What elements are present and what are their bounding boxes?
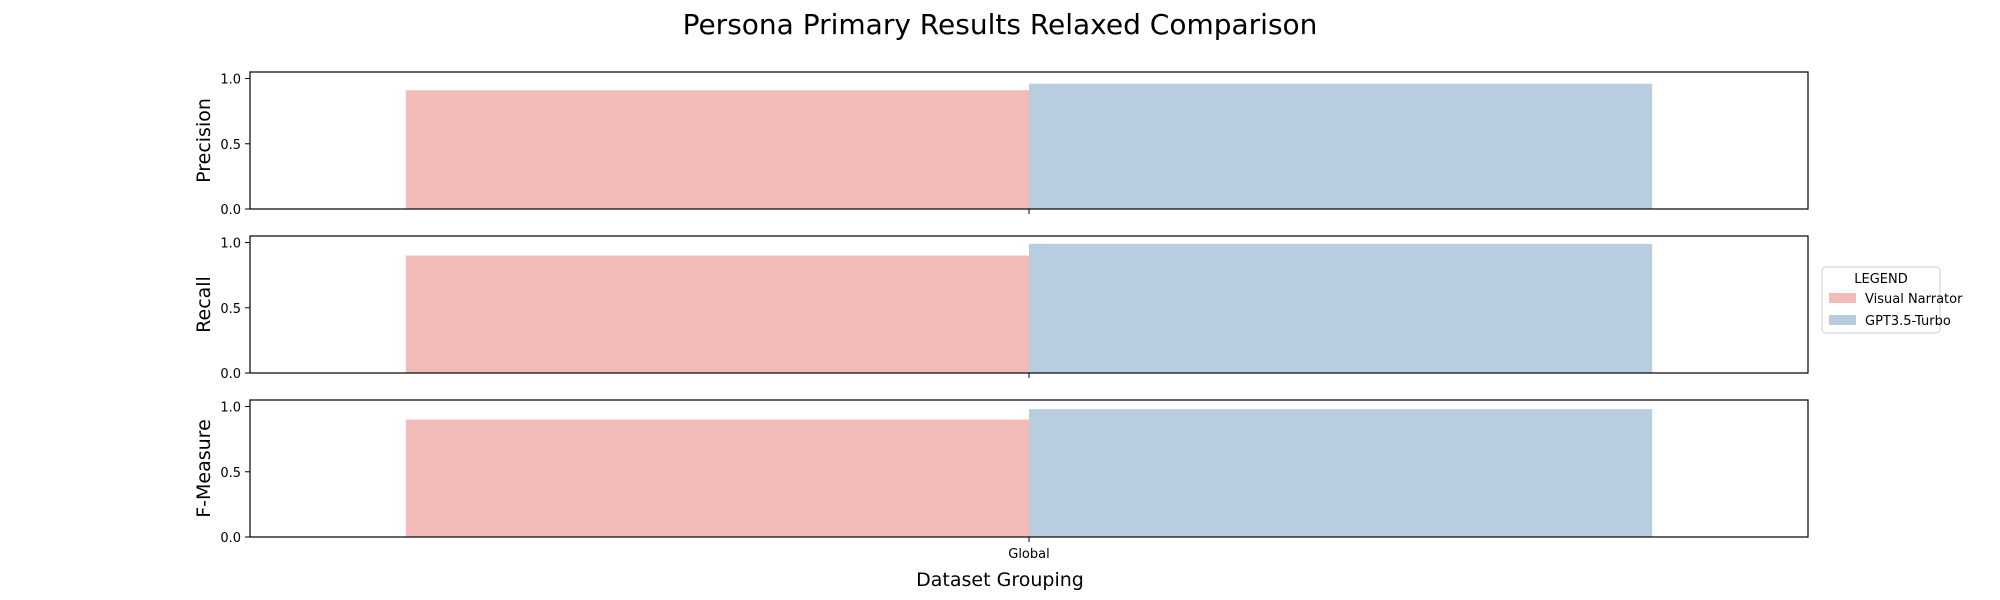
panel-f-measure: 0.0 0.5 1.0 Global F-Measure bbox=[193, 399, 1809, 562]
ytick-label-precision: 0.5 bbox=[220, 138, 241, 153]
ytick-label-precision: 1.0 bbox=[220, 73, 241, 88]
legend-label-visual-narrator: Visual Narrator bbox=[1865, 292, 1963, 307]
ytick-label-recall: 0.0 bbox=[220, 367, 241, 382]
panel-precision: 0.0 0.5 1.0 Precision bbox=[193, 71, 1809, 218]
legend: LEGEND Visual Narrator GPT3.5-Turbo bbox=[1821, 266, 1963, 334]
y-axis-label-recall: Recall bbox=[193, 276, 215, 333]
ytick-label-f-measure: 0.0 bbox=[220, 531, 241, 546]
y-axis-label-f-measure: F-Measure bbox=[193, 419, 215, 518]
legend-swatch-visual-narrator bbox=[1829, 293, 1856, 303]
bar-precision-visual-narrator-global bbox=[405, 90, 1029, 209]
bar-f-measure-visual-narrator-global bbox=[405, 419, 1029, 537]
bar-f-measure-gpt3-5-turbo-global bbox=[1029, 409, 1653, 537]
subplot-panels: 0.0 0.5 1.0 Precision 0.0 0.5 1.0 Recall 0.0 0.5 1… bbox=[193, 71, 1809, 562]
legend-label-gpt35-turbo: GPT3.5-Turbo bbox=[1865, 314, 1951, 329]
ytick-label-f-measure: 0.5 bbox=[220, 466, 241, 481]
ytick-label-recall: 1.0 bbox=[220, 237, 241, 252]
ytick-label-f-measure: 1.0 bbox=[220, 401, 241, 416]
x-axis-label: Dataset Grouping bbox=[916, 569, 1084, 591]
xtick-label-global: Global bbox=[1008, 547, 1049, 562]
bar-precision-gpt3-5-turbo-global bbox=[1029, 83, 1653, 209]
ytick-label-precision: 0.0 bbox=[220, 203, 241, 218]
legend-title: LEGEND bbox=[1854, 272, 1907, 287]
y-axis-label-precision: Precision bbox=[193, 98, 215, 183]
bar-recall-gpt3-5-turbo-global bbox=[1029, 243, 1653, 373]
figure-title: Persona Primary Results Relaxed Comparis… bbox=[683, 8, 1318, 41]
panel-recall: 0.0 0.5 1.0 Recall bbox=[193, 235, 1809, 382]
bar-recall-visual-narrator-global bbox=[405, 255, 1029, 373]
legend-swatch-gpt35-turbo bbox=[1829, 315, 1856, 325]
ytick-label-recall: 0.5 bbox=[220, 302, 241, 317]
